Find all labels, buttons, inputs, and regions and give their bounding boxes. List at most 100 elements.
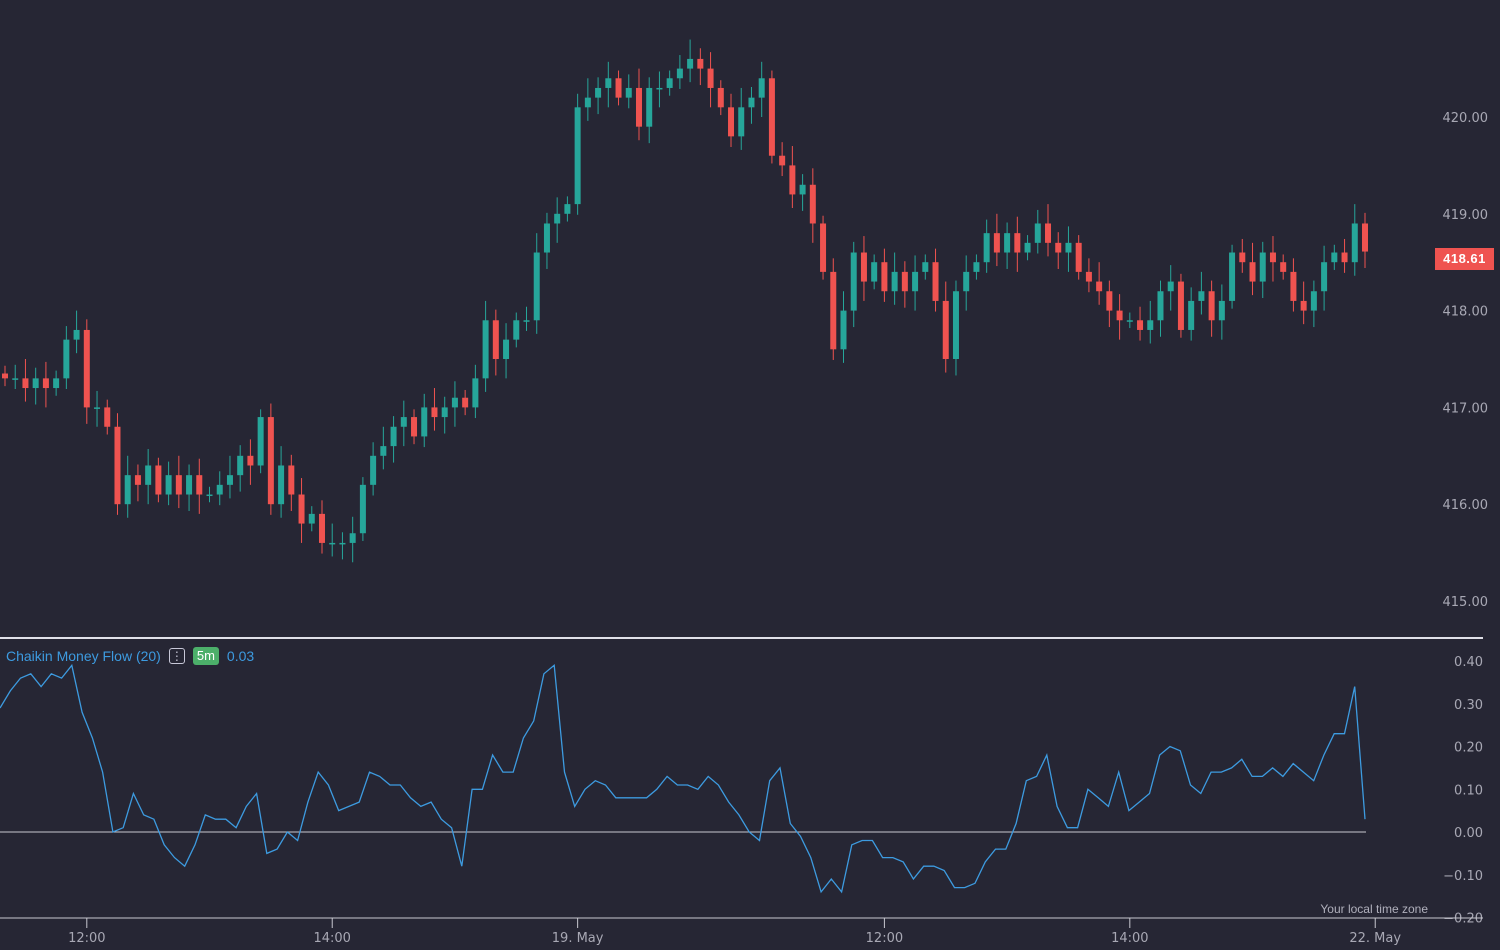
candle[interactable] xyxy=(462,389,469,416)
candle[interactable] xyxy=(615,70,622,106)
candle[interactable] xyxy=(1208,280,1215,337)
candle[interactable] xyxy=(53,370,60,396)
candle[interactable] xyxy=(206,486,213,503)
candle[interactable] xyxy=(472,364,479,419)
candle[interactable] xyxy=(533,233,540,334)
candle[interactable] xyxy=(584,78,591,121)
candle[interactable] xyxy=(1147,300,1154,344)
candle[interactable] xyxy=(543,212,550,269)
candle[interactable] xyxy=(298,478,305,543)
candle[interactable] xyxy=(1290,258,1297,312)
candle[interactable] xyxy=(175,455,182,509)
candle[interactable] xyxy=(186,464,193,511)
candle[interactable] xyxy=(922,254,929,280)
candle[interactable] xyxy=(697,48,704,86)
indicator-title[interactable]: Chaikin Money Flow (20) xyxy=(6,648,161,664)
candle[interactable] xyxy=(860,236,867,301)
candle[interactable] xyxy=(1341,238,1348,273)
candle[interactable] xyxy=(932,248,939,312)
candle[interactable] xyxy=(1351,204,1358,276)
candle[interactable] xyxy=(411,409,418,445)
candle[interactable] xyxy=(1055,232,1062,269)
candle[interactable] xyxy=(1137,306,1144,341)
menu-icon[interactable]: ⋮ xyxy=(168,648,185,664)
candle[interactable] xyxy=(820,215,827,280)
candle[interactable] xyxy=(676,55,683,89)
candle[interactable] xyxy=(1157,280,1164,337)
candle[interactable] xyxy=(912,255,919,311)
candle[interactable] xyxy=(738,87,745,150)
candle[interactable] xyxy=(1085,258,1092,293)
candle[interactable] xyxy=(564,196,571,222)
candle[interactable] xyxy=(124,455,131,518)
candle[interactable] xyxy=(12,364,19,390)
candle[interactable] xyxy=(155,457,162,503)
candle[interactable] xyxy=(1065,226,1072,272)
candle[interactable] xyxy=(1310,280,1317,328)
candle[interactable] xyxy=(901,261,908,308)
candle[interactable] xyxy=(104,399,111,435)
candle[interactable] xyxy=(605,61,612,108)
candle[interactable] xyxy=(1096,262,1103,305)
candle[interactable] xyxy=(1229,244,1236,309)
candle[interactable] xyxy=(840,291,847,363)
candle[interactable] xyxy=(1126,312,1133,329)
candle[interactable] xyxy=(22,359,29,402)
candle[interactable] xyxy=(94,390,101,427)
candle[interactable] xyxy=(421,393,428,448)
candle[interactable] xyxy=(973,254,980,280)
candle[interactable] xyxy=(1269,236,1276,282)
candle[interactable] xyxy=(1167,265,1174,311)
candle[interactable] xyxy=(1259,241,1266,299)
candle[interactable] xyxy=(451,381,458,427)
candle[interactable] xyxy=(1034,209,1041,254)
candle[interactable] xyxy=(216,471,223,506)
candle[interactable] xyxy=(257,409,264,474)
candle[interactable] xyxy=(1075,235,1082,280)
candle[interactable] xyxy=(431,388,438,431)
candle[interactable] xyxy=(748,86,755,124)
candle[interactable] xyxy=(441,396,448,434)
candle[interactable] xyxy=(1004,222,1011,269)
candle[interactable] xyxy=(574,93,581,215)
candle[interactable] xyxy=(625,74,632,109)
candle[interactable] xyxy=(1239,238,1246,273)
candle[interactable] xyxy=(329,523,336,557)
candle[interactable] xyxy=(308,506,315,532)
candle[interactable] xyxy=(1331,244,1338,270)
candle[interactable] xyxy=(1116,294,1123,340)
candle[interactable] xyxy=(237,445,244,492)
candle[interactable] xyxy=(42,361,49,408)
candle[interactable] xyxy=(1106,280,1113,328)
candle[interactable] xyxy=(554,197,561,243)
candle[interactable] xyxy=(1249,242,1256,296)
candle[interactable] xyxy=(318,500,325,554)
candle[interactable] xyxy=(809,168,816,243)
candle[interactable] xyxy=(2,365,8,387)
candle[interactable] xyxy=(134,464,141,502)
candle[interactable] xyxy=(728,93,735,148)
candle[interactable] xyxy=(83,319,90,424)
candle[interactable] xyxy=(717,80,724,116)
candle[interactable] xyxy=(758,61,765,117)
timezone-label[interactable]: Your local time zone xyxy=(1320,902,1428,916)
candle[interactable] xyxy=(799,174,806,211)
candle[interactable] xyxy=(1014,216,1021,272)
candle[interactable] xyxy=(226,455,233,499)
candle[interactable] xyxy=(1188,287,1195,341)
candle[interactable] xyxy=(1280,254,1287,280)
candle[interactable] xyxy=(32,367,39,405)
candle[interactable] xyxy=(1024,235,1031,261)
candle[interactable] xyxy=(349,516,356,563)
candle[interactable] xyxy=(390,416,397,463)
candle[interactable] xyxy=(267,403,274,515)
candle[interactable] xyxy=(370,442,377,496)
candle[interactable] xyxy=(1362,212,1368,269)
candle[interactable] xyxy=(114,413,121,515)
candle[interactable] xyxy=(523,306,530,331)
candle[interactable] xyxy=(779,142,786,177)
candle[interactable] xyxy=(1321,245,1328,311)
candle[interactable] xyxy=(830,258,837,360)
candle[interactable] xyxy=(247,439,254,485)
